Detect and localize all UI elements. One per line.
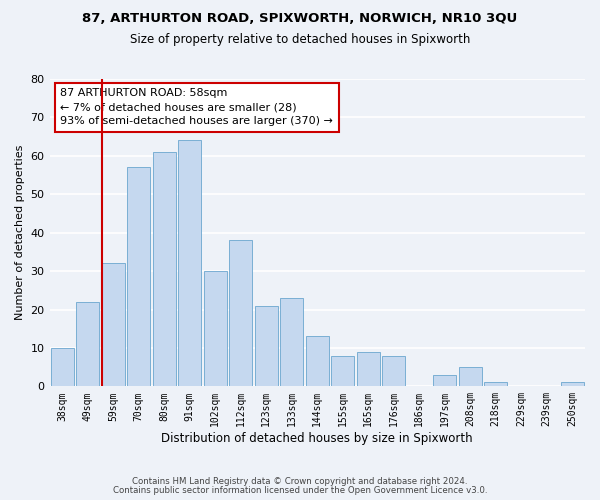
Bar <box>331 356 354 386</box>
Bar <box>204 271 227 386</box>
Bar <box>561 382 584 386</box>
Bar <box>102 264 125 386</box>
Bar <box>51 348 74 387</box>
Bar <box>484 382 507 386</box>
Bar <box>357 352 380 386</box>
Bar <box>280 298 303 386</box>
Bar <box>127 168 150 386</box>
Text: 87, ARTHURTON ROAD, SPIXWORTH, NORWICH, NR10 3QU: 87, ARTHURTON ROAD, SPIXWORTH, NORWICH, … <box>82 12 518 26</box>
Text: Contains public sector information licensed under the Open Government Licence v3: Contains public sector information licen… <box>113 486 487 495</box>
Bar <box>76 302 99 386</box>
Text: Size of property relative to detached houses in Spixworth: Size of property relative to detached ho… <box>130 32 470 46</box>
Bar <box>382 356 405 386</box>
Text: Contains HM Land Registry data © Crown copyright and database right 2024.: Contains HM Land Registry data © Crown c… <box>132 477 468 486</box>
Text: 87 ARTHURTON ROAD: 58sqm
← 7% of detached houses are smaller (28)
93% of semi-de: 87 ARTHURTON ROAD: 58sqm ← 7% of detache… <box>60 88 333 126</box>
Bar <box>153 152 176 386</box>
Y-axis label: Number of detached properties: Number of detached properties <box>15 145 25 320</box>
Bar <box>255 306 278 386</box>
Bar <box>459 367 482 386</box>
Bar <box>433 375 456 386</box>
X-axis label: Distribution of detached houses by size in Spixworth: Distribution of detached houses by size … <box>161 432 473 445</box>
Bar <box>178 140 201 386</box>
Bar <box>229 240 252 386</box>
Bar <box>306 336 329 386</box>
